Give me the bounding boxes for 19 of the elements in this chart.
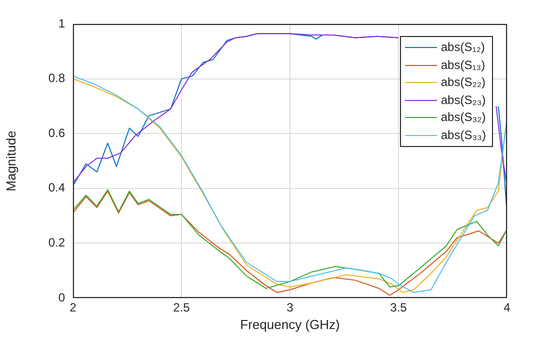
legend-label: abs(S₃₃) xyxy=(440,126,486,144)
y-tick-label: 0.8 xyxy=(48,71,66,86)
x-tick-label: 3.5 xyxy=(390,300,408,315)
y-tick-label: 0.6 xyxy=(48,126,66,140)
y-tick-label: 0.2 xyxy=(48,236,66,250)
legend-label: abs(S₁₃) xyxy=(440,56,486,74)
x-tick-label: 3 xyxy=(286,300,294,315)
y-tick-label: 0 xyxy=(58,290,66,304)
legend-label: abs(S₂₂) xyxy=(440,74,486,91)
legend-label: abs(S₁₂) xyxy=(440,39,485,56)
legend-label: abs(S₂₃) xyxy=(440,92,486,108)
x-axis-title: Frequency (GHz) xyxy=(240,316,340,332)
x-tick-label: 2 xyxy=(70,300,77,315)
y-axis-title: Magnitude xyxy=(3,130,18,192)
legend-label: abs(S₃₂) xyxy=(440,109,486,126)
y-tick-label: 1 xyxy=(58,16,66,30)
x-tick-label: 4 xyxy=(504,300,511,315)
x-tick-label: 2.5 xyxy=(173,300,190,315)
y-tick-label: 0.4 xyxy=(48,180,66,195)
